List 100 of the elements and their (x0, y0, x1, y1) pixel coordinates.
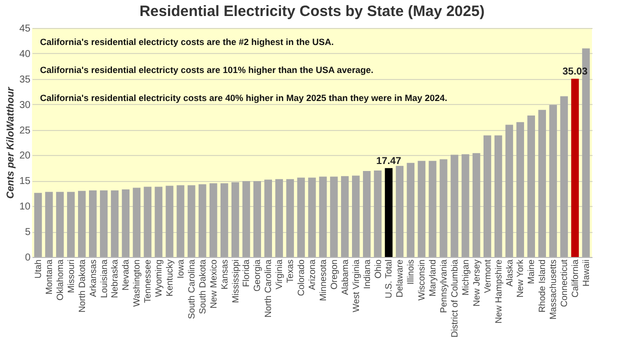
x-tick-label: New Jersey (471, 259, 482, 307)
bar (210, 183, 218, 257)
x-tick-label: Nebraska (110, 260, 120, 298)
x-tick-label: New Mexico (208, 260, 218, 309)
y-tick-label: 20 (19, 150, 31, 162)
bar (352, 176, 360, 257)
x-tick-label: Michigan (460, 260, 470, 296)
bar (275, 179, 283, 257)
bar (494, 135, 502, 257)
y-tick-label: 30 (19, 100, 31, 111)
bar (286, 179, 294, 257)
bar (264, 180, 272, 257)
x-tick-label: Illinois (406, 259, 416, 285)
bar (341, 176, 349, 257)
x-tick-label: Florida (241, 260, 252, 288)
x-tick-label: New York (515, 259, 526, 298)
x-tick-label: Alabama (340, 260, 350, 296)
x-tick-label: Arizona (307, 260, 317, 290)
x-tick-label: Rhode Island (537, 260, 548, 313)
bar (100, 190, 108, 257)
annotation: California's residential electricty costs are the #2 highest in the USA. (40, 37, 334, 47)
data-label: 17.47 (376, 156, 402, 168)
bar (538, 110, 546, 257)
x-tick-label: Oregon (328, 260, 339, 290)
bar (330, 176, 338, 257)
bar (242, 181, 250, 257)
x-tick-label: Washington (132, 260, 142, 307)
bar (462, 154, 470, 257)
y-tick-label: 45 (19, 24, 31, 34)
x-tick-label: Montana (44, 260, 54, 295)
x-tick-label: South Dakota (197, 260, 208, 314)
x-tick-label: Delaware (394, 260, 405, 298)
y-tick-label: 40 (19, 48, 31, 60)
x-tick-label: Alaska (504, 260, 514, 287)
x-tick-label: Georgia (252, 260, 262, 292)
x-tick-label: Mississippi (230, 260, 240, 304)
x-tick-label: Kansas (219, 259, 230, 290)
bar (362, 171, 371, 257)
x-tick-label: Wisconsin (416, 260, 427, 301)
bar (198, 184, 206, 257)
y-tick-label: 10 (19, 202, 31, 213)
x-tick-label: Virginia (274, 260, 284, 290)
y-axis-title: Cents per KiloWatthour (5, 86, 16, 199)
x-tick-label: North Dakota (76, 260, 87, 313)
bar (516, 122, 524, 257)
bar (484, 135, 492, 257)
bar (122, 189, 130, 257)
bar (440, 159, 448, 257)
x-tick-label: Connecticut (559, 259, 570, 308)
x-tick-label: Missouri (66, 260, 76, 294)
bar (571, 78, 579, 257)
bar (297, 178, 305, 257)
data-label: 35.03 (562, 66, 588, 78)
chart-title: Residential Electricity Costs by State (May 2025) (139, 3, 485, 20)
x-tick-label: South Carolina (186, 260, 196, 320)
x-tick-label: Hawaii (580, 260, 591, 287)
y-tick-label: 35 (19, 74, 31, 86)
x-tick-label: Utah (33, 260, 44, 279)
x-tick-label: Maine (526, 260, 536, 284)
x-tick-label: Wyoming (154, 260, 164, 297)
bar (45, 192, 53, 257)
x-tick-label: New Hampshire (493, 260, 504, 324)
y-tick-label: 0 (24, 252, 31, 264)
bar (418, 160, 426, 257)
x-tick-label: West Virginia (350, 260, 361, 312)
bar (396, 166, 404, 257)
annotation: California's residential electricity costs are 40% higher in May 2025 than they were in May 2024. (40, 93, 448, 103)
annotation: California's residential electricty costs are 101% higher than the USA average. (40, 65, 374, 75)
x-tick-label: Nevada (120, 260, 131, 291)
bar (560, 96, 568, 257)
x-tick-label: Tennessee (142, 260, 153, 304)
x-tick-label: Oklahoma (54, 260, 65, 301)
bar (505, 124, 514, 257)
bar (176, 185, 184, 257)
x-tick-label: District of Columbia (449, 260, 460, 338)
x-tick-label: Vermont (482, 259, 492, 294)
bar (319, 176, 327, 257)
x-tick-label: Louisiana (98, 260, 109, 298)
x-tick-label: Texas (285, 259, 296, 284)
x-tick-label: Ohio (372, 260, 383, 279)
x-tick-label: Indiana (362, 260, 372, 290)
bar (450, 154, 458, 257)
x-tick-label: U.S. Total (384, 260, 394, 298)
bar (188, 185, 196, 257)
x-tick-label: Colorado (296, 260, 306, 296)
x-tick-label: California (570, 260, 580, 298)
bar (166, 186, 174, 257)
bar (132, 188, 140, 257)
bar (144, 186, 152, 257)
x-tick-label: Iowa (175, 260, 186, 279)
x-tick-label: Arkansas (88, 259, 98, 298)
bar (220, 183, 228, 257)
y-tick-label: 5 (24, 227, 31, 238)
bar (78, 190, 86, 257)
bar (527, 116, 536, 257)
bar (549, 104, 557, 257)
bar (88, 190, 97, 257)
bar (67, 192, 75, 257)
bar (472, 153, 480, 257)
bar (428, 160, 436, 257)
